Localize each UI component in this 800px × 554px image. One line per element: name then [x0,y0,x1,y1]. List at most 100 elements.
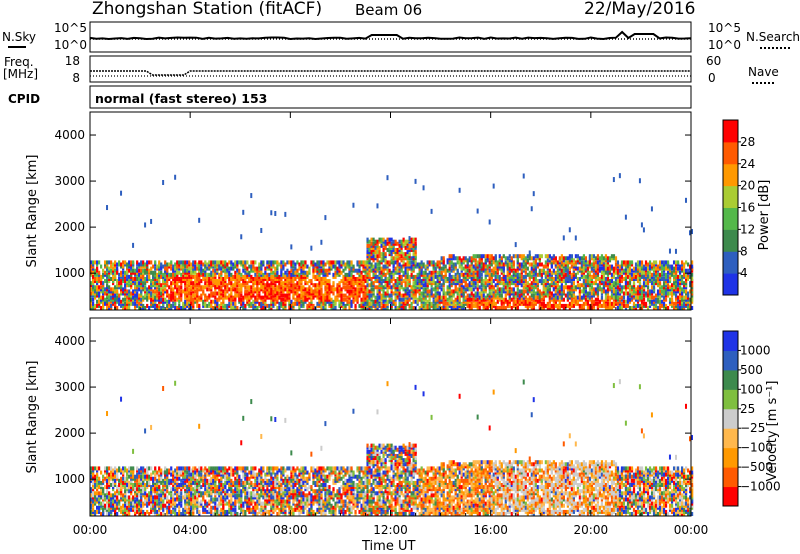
data-cell [568,303,571,308]
data-cell [490,306,493,310]
data-cell [580,289,584,294]
data-cell [508,289,511,294]
power-data [90,173,694,310]
data-cell [508,283,511,288]
data-cell [404,293,407,298]
data-cell [458,187,461,193]
data-cell [164,274,167,279]
data-cell [378,285,381,290]
data-cell [246,285,249,290]
data-cell [300,260,303,265]
data-cell [130,297,133,302]
data-cell [188,295,191,300]
data-cell [250,289,253,294]
data-cell [92,491,95,496]
data-cell [154,289,157,294]
data-cell [274,293,277,298]
data-cell [604,256,608,261]
data-cell [374,274,377,279]
data-cell [346,279,349,284]
data-cell [294,291,297,296]
data-cell [228,272,231,277]
data-cell [532,293,535,298]
data-cell [484,295,487,300]
data-cell [242,295,245,300]
data-cell [110,306,113,310]
data-cell [282,260,285,265]
data-cell [600,289,604,294]
data-cell [548,299,551,304]
data-cell [524,270,527,275]
data-cell [464,274,467,279]
data-cell [354,281,357,286]
data-cell [410,243,413,248]
data-cell [202,272,205,277]
data-cell [430,276,433,281]
data-cell [160,283,163,288]
data-cell [438,279,441,284]
data-cell [436,295,439,300]
data-cell [626,274,630,279]
data-cell [628,297,632,302]
data-cell [336,293,339,298]
data-cell [664,281,668,286]
data-cell [380,301,383,306]
data-cell [652,285,656,290]
data-cell [590,306,594,310]
data-cell [570,289,573,294]
data-cell [556,279,559,284]
data-cell [602,276,606,281]
data-cell [306,289,309,294]
data-cell [676,289,680,294]
data-cell [100,264,103,269]
data-cell [674,301,678,306]
data-cell [270,299,273,304]
data-cell [534,279,537,284]
data-cell [336,272,339,277]
data-cell [626,297,630,302]
data-cell [562,297,565,302]
data-cell [408,283,411,288]
data-cell [288,303,291,308]
data-cell [142,287,145,292]
data-cell [314,291,317,296]
data-cell [664,262,668,267]
data-cell [188,301,191,306]
data-cell [172,272,175,277]
data-cell [584,260,588,265]
data-cell [648,260,652,265]
data-cell [398,287,401,292]
data-cell [440,306,443,310]
data-cell [344,281,347,286]
data-cell [430,281,433,286]
data-cell [600,287,604,292]
data-cell [502,306,505,310]
data-cell [558,260,561,265]
data-cell [390,279,393,284]
data-cell [496,291,499,296]
data-cell [108,297,111,302]
data-cell [148,260,151,265]
data-cell [682,303,686,308]
data-cell [162,289,165,294]
data-cell [506,268,509,273]
data-cell [596,266,600,271]
data-cell [430,293,433,298]
data-cell [588,258,592,263]
data-cell [298,272,301,277]
data-cell [90,291,93,296]
data-cell [680,299,684,304]
data-cell [582,283,586,288]
data-cell [194,285,197,290]
data-cell [184,274,187,279]
data-cell [122,287,125,292]
data-cell [248,295,251,300]
data-cell [126,270,129,275]
data-cell [614,256,618,261]
data-cell [498,297,501,302]
data-cell [522,295,525,300]
data-cell [322,281,325,286]
data-cell [114,262,117,267]
data-cell [552,270,555,275]
data-cell [392,239,395,244]
